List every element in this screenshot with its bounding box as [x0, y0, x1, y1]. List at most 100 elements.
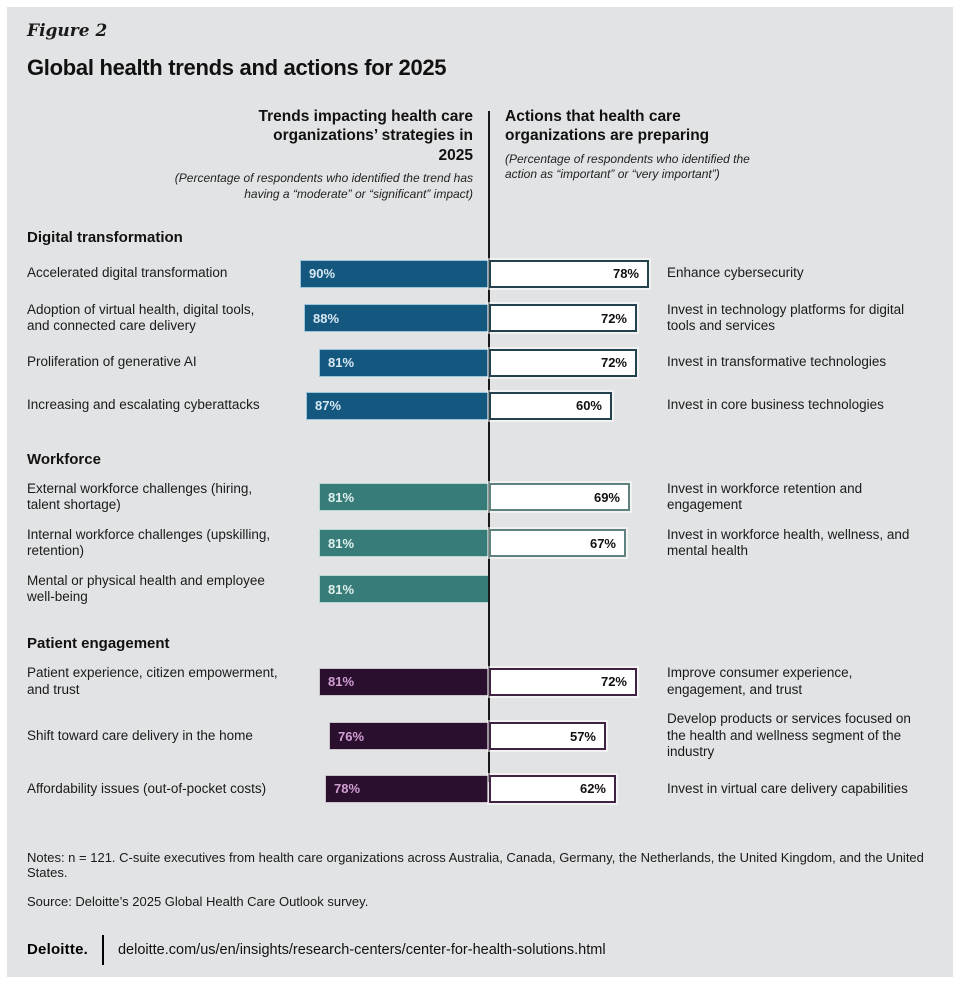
trend-label: Accelerated digital transformation [27, 265, 228, 281]
actions-header-text: Actions that health care organizations a… [505, 107, 735, 146]
trend-bar: 81% [319, 483, 489, 512]
trend-value: 81% [328, 535, 355, 551]
action-label: Invest in core business technologies [667, 397, 884, 413]
trend-bar-zone: 81% [279, 575, 489, 603]
action-label: Invest in technology platforms for digit… [667, 301, 905, 334]
action-label: Invest in virtual care delivery capabili… [667, 780, 908, 796]
trend-value: 88% [313, 310, 340, 326]
trend-bar: 81% [319, 575, 489, 603]
footer-notes: Notes: n = 121. C-suite executives from … [27, 849, 924, 880]
section-header: Patient engagement [27, 635, 170, 653]
action-bar-zone: 72% [489, 304, 665, 333]
trend-bar-zone: 81% [279, 348, 489, 377]
action-label: Invest in workforce health, wellness, an… [667, 526, 910, 559]
action-label: Enhance cybersecurity [667, 265, 804, 281]
chart-row: Mental or physical health and employee w… [27, 573, 933, 606]
trend-value: 90% [309, 266, 336, 282]
action-bar: 72% [489, 304, 637, 333]
trend-bar: 81% [319, 348, 489, 377]
trend-label: Increasing and escalating cyberattacks [27, 397, 260, 413]
deloitte-logo: Deloitte. [27, 941, 88, 959]
footer: Notes: n = 121. C-suite executives from … [27, 850, 933, 965]
trends-header-text: Trends impacting health care organizatio… [253, 107, 474, 165]
action-bar-zone: 69% [489, 483, 665, 512]
trend-bar: 81% [319, 529, 489, 558]
action-bar-zone: 62% [489, 774, 665, 803]
action-bar: 57% [489, 722, 606, 751]
section-header: Workforce [27, 450, 101, 468]
action-bar: 72% [489, 667, 637, 696]
chart-sections: Digital transformation Accelerated digita… [27, 229, 933, 804]
trends-header-rest: impacting health care organizations’ str… [273, 108, 473, 164]
action-value: 78% [612, 266, 639, 282]
trend-bar-zone: 78% [279, 774, 489, 803]
figure-panel: Figure 2 Global health trends and action… [7, 7, 953, 977]
footer-url[interactable]: deloitte.com/us/en/insights/research-cen… [117, 941, 606, 958]
trend-value: 87% [315, 398, 342, 414]
trend-bar-zone: 88% [279, 304, 489, 333]
chart-row: Adoption of virtual health, digital tool… [27, 302, 933, 335]
action-value: 69% [593, 489, 620, 505]
action-bar: 78% [489, 259, 649, 288]
actions-column-header: Actions that health care organizations a… [489, 107, 933, 203]
figure-label: Figure 2 [27, 21, 108, 41]
chart-row: Increasing and escalating cyberattacks 87… [27, 391, 933, 421]
trend-bar-zone: 81% [279, 529, 489, 558]
action-label: Invest in workforce retention and engage… [667, 480, 863, 513]
chart-row: Patient experience, citizen empowerment,… [27, 665, 933, 698]
chart-row: External workforce challenges (hiring, t… [27, 481, 933, 514]
footer-divider [101, 934, 104, 965]
chart-row: Affordability issues (out-of-pocket cost… [27, 774, 933, 804]
trend-bar-zone: 81% [279, 667, 489, 696]
trend-bar-zone: 87% [279, 391, 489, 420]
trend-bar: 87% [306, 391, 489, 420]
trend-value: 78% [334, 781, 361, 797]
trend-label: External workforce challenges (hiring, t… [27, 480, 253, 513]
footer-logo-row: Deloitte. deloitte.com/us/en/insights/re… [27, 934, 933, 965]
trend-label: Shift toward care delivery in the home [27, 727, 253, 743]
trend-label: Internal workforce challenges (upskillin… [27, 526, 271, 559]
trend-bar-zone: 90% [279, 259, 489, 288]
trend-value: 76% [338, 728, 365, 744]
trend-label: Affordability issues (out-of-pocket cost… [27, 780, 267, 796]
action-value: 60% [575, 398, 602, 414]
action-bar-zone: 78% [489, 259, 665, 288]
trends-header-strong: Trends [258, 108, 310, 125]
action-bar-zone: 57% [489, 722, 665, 751]
trend-value: 81% [328, 489, 355, 505]
trend-bar-zone: 81% [279, 483, 489, 512]
action-bar: 72% [489, 348, 637, 377]
trend-bar-zone: 76% [279, 722, 489, 751]
section-workforce: Workforce External workforce challenges (… [27, 451, 933, 606]
action-value: 62% [579, 781, 606, 797]
action-bar: 69% [489, 483, 630, 512]
center-axis-line [488, 111, 490, 782]
trend-bar: 88% [304, 304, 489, 333]
section-patient-engagement: Patient engagement Patient experience, ci… [27, 635, 933, 803]
action-bar-zone: 67% [489, 529, 665, 558]
action-value: 72% [600, 355, 627, 371]
chart-area: Trends impacting health care organizatio… [27, 107, 933, 804]
action-bar: 67% [489, 529, 626, 558]
trend-value: 81% [328, 581, 355, 597]
action-bar: 62% [489, 774, 616, 803]
actions-header-rest: that health care organizations are prepa… [505, 108, 710, 145]
action-value: 67% [589, 535, 616, 551]
chart-row: Internal workforce challenges (upskillin… [27, 527, 933, 560]
trend-value: 81% [328, 674, 355, 690]
trend-bar: 78% [325, 774, 489, 803]
action-bar: 60% [489, 391, 612, 420]
action-label: Improve consumer experience, engagement,… [667, 665, 853, 697]
trend-label: Adoption of virtual health, digital tool… [27, 301, 255, 334]
trend-label: Proliferation of generative AI [27, 354, 197, 370]
trend-label: Patient experience, citizen empowerment,… [27, 665, 278, 697]
trend-bar: 81% [319, 667, 489, 696]
chart-row: Accelerated digital transformation 90% 78%… [27, 259, 933, 289]
chart-row: Shift toward care delivery in the home 76… [27, 711, 933, 760]
section-header: Digital transformation [27, 228, 183, 246]
action-value: 72% [600, 310, 627, 326]
trend-value: 81% [328, 355, 355, 371]
trend-bar: 76% [329, 722, 489, 751]
action-value: 72% [600, 674, 627, 690]
